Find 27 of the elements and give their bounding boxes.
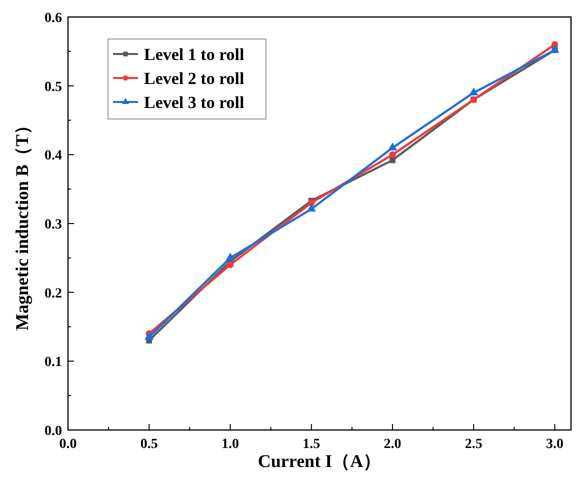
y-tick-label: 0.6	[44, 11, 62, 26]
x-tick-label: 1.0	[222, 437, 240, 452]
x-tick-label: 0.5	[140, 437, 158, 452]
legend-label: Level 3 to roll	[144, 93, 245, 112]
point	[550, 44, 560, 53]
y-tick-label: 0.0	[44, 424, 62, 439]
point	[226, 261, 234, 268]
point	[144, 332, 154, 340]
x-tick-label: 2.0	[384, 437, 402, 452]
point	[226, 252, 235, 261]
point	[306, 204, 316, 212]
point	[388, 142, 398, 150]
point	[389, 151, 396, 158]
x-tick-label: 1.5	[302, 437, 320, 452]
y-axis-title: Magnetic induction B（T）	[12, 116, 32, 331]
y-tick-label: 0.2	[44, 286, 62, 302]
x-tick-label: 3.0	[546, 437, 564, 452]
y-tick-label: 0.1	[44, 355, 62, 370]
legend-label: Level 2 to roll	[144, 69, 245, 88]
x-tick-label: 0.0	[59, 437, 77, 452]
y-tick-label: 0.4	[44, 148, 62, 164]
y-tick-label: 0.3	[44, 218, 62, 232]
x-axis-title: Current I（A）	[258, 451, 382, 471]
legend-label: Level 1 to roll	[144, 45, 245, 64]
x-tick-label: 2.5	[464, 437, 482, 452]
point	[469, 87, 478, 96]
y-tick-label: 0.5	[44, 80, 62, 95]
